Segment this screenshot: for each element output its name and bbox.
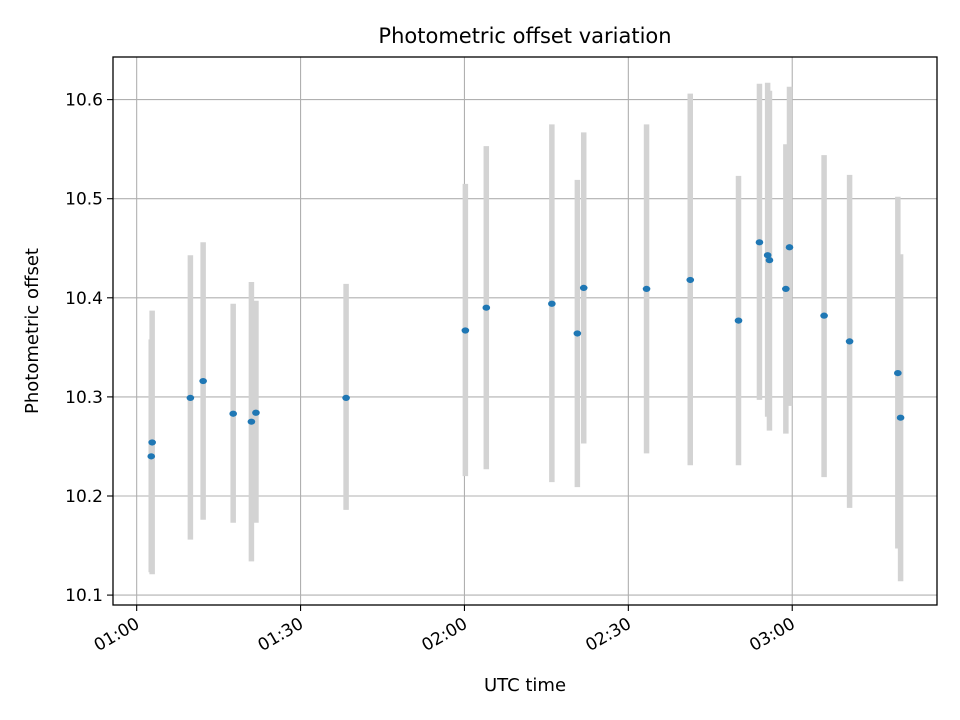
data-points	[147, 239, 905, 460]
chart-title: Photometric offset variation	[378, 24, 671, 48]
data-point	[763, 252, 772, 259]
data-point	[845, 338, 854, 345]
data-point	[482, 304, 491, 311]
data-point	[573, 330, 582, 337]
data-point	[548, 300, 556, 307]
data-point	[894, 370, 902, 377]
data-point	[247, 418, 256, 425]
data-point	[461, 327, 470, 334]
data-point	[896, 414, 905, 421]
data-point	[252, 409, 260, 416]
data-point	[229, 410, 237, 417]
y-tick-label: 10.4	[65, 289, 103, 309]
y-tick-label: 10.2	[65, 487, 103, 507]
data-point	[734, 317, 743, 324]
data-point	[186, 394, 195, 401]
data-point	[765, 257, 774, 264]
data-point	[147, 453, 156, 460]
y-tick-label: 10.1	[65, 586, 103, 606]
data-point	[686, 276, 695, 284]
y-axis-label: Photometric offset	[22, 248, 43, 414]
data-point	[782, 285, 790, 292]
y-tick-label: 10.3	[65, 388, 103, 408]
y-axis-ticks: 10.1 10.2 10.3 10.4 10.5 10.6	[65, 91, 113, 606]
y-tick-label: 10.6	[65, 91, 103, 111]
data-point	[342, 394, 350, 401]
data-point	[199, 377, 207, 385]
data-point	[755, 239, 764, 246]
y-tick-label: 10.5	[65, 190, 103, 210]
x-axis-label: UTC time	[484, 675, 566, 696]
data-point	[642, 285, 651, 292]
data-point	[785, 244, 794, 251]
plot-area-frame	[112, 56, 938, 606]
data-point	[148, 439, 156, 446]
data-point	[579, 284, 588, 291]
data-point	[820, 312, 828, 319]
